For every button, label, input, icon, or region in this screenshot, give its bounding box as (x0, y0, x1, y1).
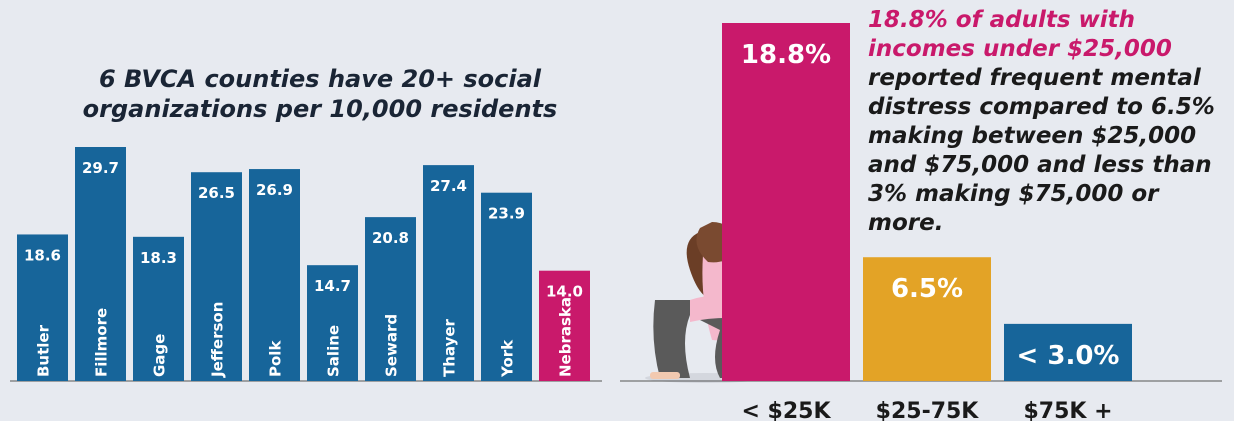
category-label: Polk (267, 340, 285, 377)
annotation-highlight: 18.8% of adults with incomes under $25,0… (868, 7, 1172, 62)
category-label: Fillmore (93, 308, 111, 377)
bar (1004, 323, 1132, 381)
value-label: 23.9 (488, 205, 525, 223)
value-label: 6.5% (891, 274, 963, 304)
category-label: Nebraska (557, 297, 575, 377)
bar (17, 234, 68, 381)
bar (863, 257, 991, 381)
value-label: 27.4 (430, 177, 467, 195)
value-label: 26.5 (198, 184, 235, 202)
bar (539, 270, 590, 381)
annotation-text: reported frequent mental distress compar… (868, 65, 1215, 236)
value-label: 29.7 (82, 159, 119, 177)
chart-title: 6 BVCA counties have 20+ social organiza… (82, 65, 558, 123)
value-label: 14.7 (314, 277, 351, 295)
category-label: Gage (151, 334, 169, 377)
bar (722, 23, 850, 381)
value-label: 26.9 (256, 181, 293, 199)
bar (365, 217, 416, 381)
category-label: Butler (35, 324, 53, 377)
bar (133, 236, 184, 381)
category-label: Seward (383, 314, 401, 377)
bar (249, 169, 300, 381)
category-label: Jefferson (209, 302, 227, 378)
value-label: 18.3 (140, 249, 177, 267)
bar (75, 147, 126, 381)
category-label: $25-75K (876, 399, 980, 421)
category-label: $75K + (1023, 399, 1112, 421)
value-label: 20.8 (372, 229, 409, 247)
annotation: 18.8% of adults with incomes under $25,0… (868, 6, 1234, 238)
value-label: 14.0 (546, 283, 583, 301)
value-label: 18.8% (741, 40, 831, 70)
bar (307, 265, 358, 381)
category-label: Saline (325, 325, 343, 377)
value-label: 18.6 (24, 246, 61, 264)
bar (423, 165, 474, 381)
category-label: Thayer (441, 318, 459, 377)
category-label: York (499, 339, 517, 378)
bar (191, 172, 242, 381)
category-label: < $25K (741, 399, 831, 421)
bar (481, 192, 532, 381)
value-label: < 3.0% (1017, 341, 1120, 371)
